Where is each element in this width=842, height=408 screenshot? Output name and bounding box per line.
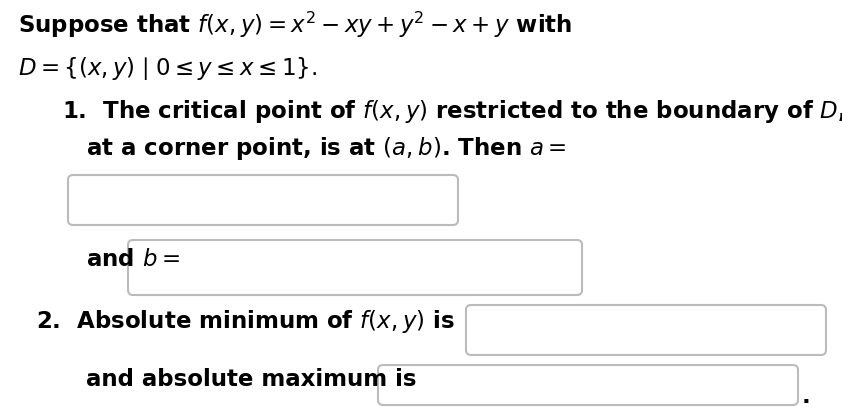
Text: at a corner point, is at $(a, b)$. Then $a =$: at a corner point, is at $(a, b)$. Then … [86,135,567,162]
Text: and absolute maximum is: and absolute maximum is [86,368,417,391]
FancyBboxPatch shape [68,175,458,225]
Text: .: . [802,385,811,408]
FancyBboxPatch shape [128,240,582,295]
Text: and $b =$: and $b =$ [86,248,180,271]
FancyBboxPatch shape [466,305,826,355]
Text: 2.  Absolute minimum of $f(x, y)$ is: 2. Absolute minimum of $f(x, y)$ is [36,308,455,335]
FancyBboxPatch shape [378,365,798,405]
Text: $D = \{(x, y) \mid 0 \leq y \leq x \leq 1\}.$: $D = \{(x, y) \mid 0 \leq y \leq x \leq … [18,55,317,82]
Text: Suppose that $f(x, y) = x^2 - xy + y^2 - x + y$ with: Suppose that $f(x, y) = x^2 - xy + y^2 -… [18,10,573,40]
Text: 1.  The critical point of $f(x, y)$ restricted to the boundary of $D$, not: 1. The critical point of $f(x, y)$ restr… [62,98,842,125]
